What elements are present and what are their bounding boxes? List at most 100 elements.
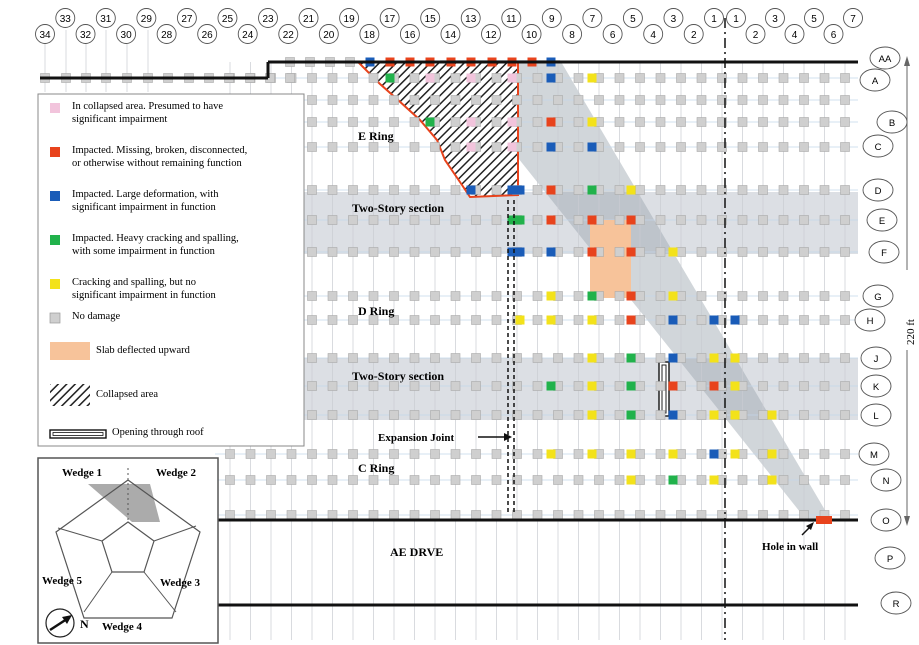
column-cracking — [626, 185, 636, 195]
row-label: M — [870, 450, 878, 461]
column-no-damage — [614, 381, 625, 391]
column-no-damage — [348, 215, 358, 225]
column-no-damage — [655, 117, 666, 127]
column-no-damage — [737, 510, 748, 520]
column-no-damage — [286, 510, 297, 520]
column-cracking — [626, 449, 636, 459]
column-no-damage — [307, 410, 317, 420]
row-label-circle — [870, 468, 902, 492]
column-no-damage — [491, 185, 502, 195]
column-large-deformation — [546, 247, 556, 257]
column-no-damage — [614, 449, 625, 459]
column-no-damage — [307, 142, 317, 152]
column-no-damage — [655, 449, 666, 459]
column-no-damage — [696, 142, 707, 152]
column-no-damage — [819, 142, 830, 152]
column-label: 23 — [262, 14, 274, 25]
column-label-circle — [663, 8, 684, 28]
column-label: 6 — [831, 30, 837, 41]
column-no-damage — [799, 73, 809, 83]
column-in-collapsed-area — [425, 73, 435, 83]
column-no-damage — [676, 215, 686, 225]
column-label: 6 — [610, 30, 616, 41]
column-no-damage — [655, 381, 666, 391]
column-label: 4 — [792, 30, 798, 41]
row-label-circle — [854, 308, 886, 332]
column-no-damage — [430, 353, 440, 363]
column-no-damage — [655, 475, 666, 485]
column-no-damage — [532, 475, 543, 485]
legend-label-no-damage: No damage — [72, 311, 120, 322]
column-cracking — [668, 247, 678, 257]
column-label: 29 — [141, 14, 153, 25]
column-no-damage — [512, 410, 522, 420]
column-damage-markers — [40, 57, 850, 520]
column-no-damage — [532, 142, 543, 152]
column-no-damage — [532, 185, 543, 195]
column-no-damage — [758, 475, 768, 485]
column-label-circle — [745, 24, 766, 44]
column-no-damage — [285, 73, 295, 83]
legend-swatch-slab — [50, 342, 90, 360]
column-no-damage — [819, 215, 830, 225]
column-label: 27 — [181, 14, 193, 25]
column-no-damage — [450, 449, 461, 459]
legend-label-collapsed-area: Collapsed area — [96, 389, 158, 400]
column-no-damage — [696, 215, 707, 225]
column-no-damage — [450, 410, 461, 420]
inset-divider-4 — [83, 571, 113, 613]
column-label-circle — [823, 24, 844, 44]
column-no-damage — [450, 185, 461, 195]
column-no-damage — [430, 95, 440, 105]
column-heavy-cracking — [626, 381, 636, 391]
column-label-circle — [399, 24, 420, 44]
column-no-damage — [532, 315, 543, 325]
column-no-damage — [266, 449, 276, 459]
column-label: 31 — [100, 14, 112, 25]
column-no-damage — [696, 95, 707, 105]
row-label-circle — [862, 178, 894, 202]
column-no-damage — [573, 510, 584, 520]
column-label: 28 — [161, 30, 173, 41]
column-no-damage — [676, 95, 686, 105]
column-no-damage — [778, 117, 789, 127]
column-no-damage — [614, 291, 625, 301]
column-cracking — [668, 449, 678, 459]
column-no-damage — [471, 449, 481, 459]
column-no-damage — [573, 475, 584, 485]
column-cracking — [587, 410, 597, 420]
column-label: 1 — [733, 14, 739, 25]
column-no-damage — [491, 215, 502, 225]
column-no-damage — [655, 95, 666, 105]
column-no-damage — [778, 185, 789, 195]
column-no-damage — [532, 381, 543, 391]
column-label-circle — [622, 8, 643, 28]
column-no-damage — [409, 381, 420, 391]
column-no-damage — [471, 247, 481, 257]
column-label-circle — [359, 24, 380, 44]
column-label-circle — [784, 24, 805, 44]
column-no-damage — [655, 410, 666, 420]
column-no-damage — [471, 381, 481, 391]
column-no-damage — [471, 510, 481, 520]
column-no-damage — [573, 73, 584, 83]
row-label: C — [875, 142, 882, 153]
column-cracking — [587, 315, 597, 325]
column-missing — [626, 247, 636, 257]
column-label: 12 — [485, 30, 497, 41]
column-no-damage — [737, 95, 748, 105]
column-no-damage — [758, 117, 768, 127]
legend-label-cracking-no-impairment: Cracking and spalling, but no — [72, 277, 196, 288]
column-no-damage — [430, 247, 440, 257]
column-label-circle — [562, 24, 583, 44]
column-no-damage — [635, 381, 645, 391]
row-label-circle — [862, 134, 894, 158]
column-no-damage — [778, 291, 789, 301]
legend-swatch-no-damage — [49, 312, 61, 324]
column-label-circle — [460, 8, 481, 28]
column-no-damage — [758, 215, 768, 225]
column-label: 34 — [39, 30, 51, 41]
column-cracking — [730, 410, 740, 420]
column-no-damage — [553, 510, 563, 520]
